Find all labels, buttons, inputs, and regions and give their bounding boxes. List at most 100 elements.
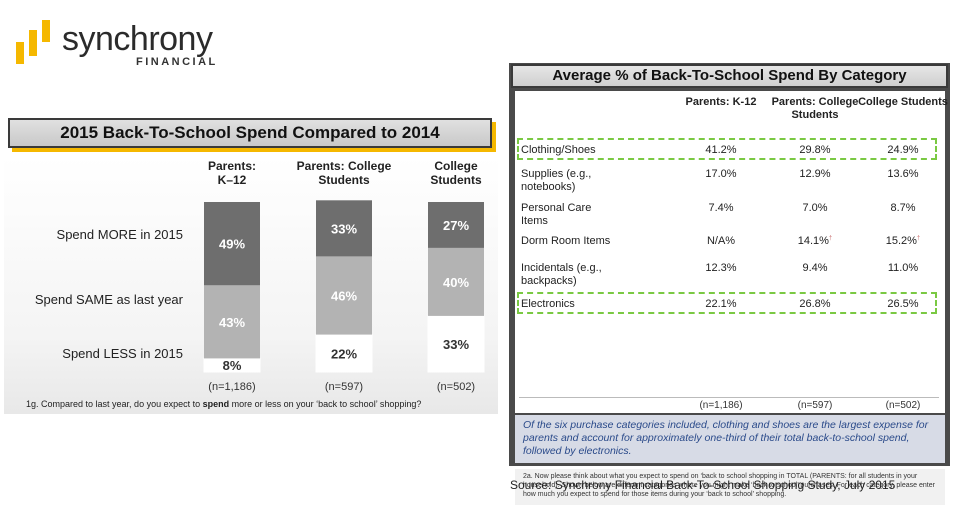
cell-value: 8.7% — [890, 202, 916, 214]
cell-value: 15.2% — [885, 235, 917, 247]
series-label: Spend MORE in 2015 — [57, 227, 183, 242]
bar-data-label: 33% — [443, 337, 469, 352]
cell-value: 7.4% — [708, 202, 734, 214]
source-citation: Source: Synchrony Financial Back-To-Scho… — [510, 478, 896, 492]
bar-data-label: 43% — [219, 315, 245, 330]
table-cell: 22.1% — [676, 298, 766, 310]
row-label: Incidentals (e.g., backpacks) — [521, 262, 602, 287]
cell-value: N/A% — [706, 235, 736, 247]
sample-size-label: (n=597) — [797, 400, 833, 411]
row-label: Supplies (e.g., notebooks) — [521, 168, 592, 193]
category-label: K–12 — [218, 173, 247, 187]
cell-value: 26.8% — [799, 298, 831, 310]
cell-value: 9.4% — [802, 262, 828, 274]
sample-size-label: (n=502) — [437, 381, 475, 393]
series-label: Spend LESS in 2015 — [62, 346, 183, 361]
cell-value: 11.0% — [887, 262, 919, 274]
question-text: 2a. Now please think about what you expe… — [523, 473, 935, 498]
row-label: Personal Care Items — [521, 202, 592, 227]
footnote-emphasis: spend — [202, 399, 230, 409]
bar-data-label: 49% — [219, 237, 245, 252]
logo-name: synchrony — [62, 20, 213, 58]
cell-value: 14.1% — [797, 235, 829, 247]
cell-value: 22.1% — [705, 298, 737, 310]
bar-segment — [316, 200, 372, 257]
bar-segment — [204, 202, 260, 286]
sample-size-label: (n=597) — [325, 381, 363, 393]
category-label: Students — [318, 173, 370, 187]
footnote-part: 1g. Compared to last year, do you expect… — [26, 399, 203, 409]
left-chart-title-banner: 2015 Back-To-School Spend Compared to 20… — [8, 118, 492, 148]
table-cell: 17.0% — [676, 168, 766, 180]
table-cell: 8.7% — [858, 202, 948, 214]
dagger-mark: † — [828, 235, 833, 242]
category-label: College — [434, 159, 478, 173]
row-label: Electronics — [521, 298, 575, 310]
dagger-mark: † — [916, 235, 921, 242]
bar-data-label: 22% — [331, 346, 357, 361]
table-cell: N/A% — [676, 235, 766, 247]
summary-box: Of the six purchase categories included,… — [515, 415, 945, 463]
category-label: Students — [430, 173, 482, 187]
category-spend-table: Parents: K-12 Parents: College Students Co… — [515, 91, 948, 413]
sample-size-label: (n=502) — [885, 400, 921, 411]
table-cell: 41.2% — [676, 144, 766, 156]
table-cell: 9.4% — [770, 262, 860, 274]
table-cell: 24.9% — [858, 144, 948, 156]
column-header: Parents: K-12 — [685, 96, 757, 108]
synchrony-logo: synchrony FINANCIAL — [14, 18, 244, 78]
table-divider — [519, 397, 939, 398]
table-cell: 26.5% — [858, 298, 948, 310]
cell-value: 41.2% — [705, 144, 737, 156]
bar-data-label: 40% — [443, 275, 469, 290]
table-cell: 14.1%† — [770, 235, 860, 247]
column-header: Parents: College Students — [771, 96, 859, 121]
category-label: Parents: College — [297, 159, 392, 173]
table-cell: 7.4% — [676, 202, 766, 214]
sample-size-label: (n=1,186) — [208, 381, 255, 393]
bar-segment — [316, 256, 372, 335]
highlight-box — [517, 292, 937, 314]
table-cell: 7.0% — [770, 202, 860, 214]
right-table-title: Average % of Back-To-School Spend By Cat… — [552, 67, 907, 84]
bar-data-label: 8% — [223, 358, 242, 373]
category-spend-panel: Average % of Back-To-School Spend By Cat… — [509, 63, 950, 505]
table-cell: 26.8% — [770, 298, 860, 310]
cell-value: 13.6% — [887, 168, 919, 180]
table-cell: 11.0% — [858, 262, 948, 274]
left-footnote: 1g. Compared to last year, do you expect… — [26, 399, 421, 409]
category-label: Parents: — [208, 159, 256, 173]
bar-data-label: 33% — [331, 221, 357, 236]
bar-segment — [204, 285, 260, 359]
left-chart-title: 2015 Back-To-School Spend Compared to 20… — [60, 123, 440, 142]
bar-segment — [428, 202, 484, 248]
bar-segment — [428, 247, 484, 316]
cell-value: 17.0% — [705, 168, 737, 180]
bar-data-label: 27% — [443, 218, 469, 233]
row-label: Clothing/Shoes — [521, 144, 596, 156]
footnote-part: more or less on your ‘back to school’ sh… — [229, 399, 422, 409]
right-table-title-banner: Average % of Back-To-School Spend By Cat… — [511, 64, 948, 88]
table-cell: 12.3% — [676, 262, 766, 274]
sample-size-label: (n=1,186) — [699, 400, 743, 411]
cell-value: 29.8% — [799, 144, 831, 156]
row-label: Dorm Room Items — [521, 235, 611, 247]
bar-data-label: 46% — [331, 289, 357, 304]
cell-value: 26.5% — [887, 298, 919, 310]
cell-value: 24.9% — [887, 144, 919, 156]
bar-segment — [315, 334, 373, 373]
cell-value: 12.9% — [799, 168, 831, 180]
table-cell: 15.2%† — [858, 235, 948, 247]
table-cell: 12.9% — [770, 168, 860, 180]
cell-value: 7.0% — [802, 202, 828, 214]
summary-text: Of the six purchase categories included,… — [523, 419, 929, 457]
table-cell: 13.6% — [858, 168, 948, 180]
question-box: 2a. Now please think about what you expe… — [515, 469, 945, 505]
logo-subtitle: FINANCIAL — [136, 56, 218, 68]
highlight-box — [517, 138, 937, 160]
series-label: Spend SAME as last year — [35, 292, 184, 307]
table-cell: 29.8% — [770, 144, 860, 156]
cell-value: 12.3% — [705, 262, 737, 274]
synchrony-logo-mark-icon — [16, 20, 50, 64]
